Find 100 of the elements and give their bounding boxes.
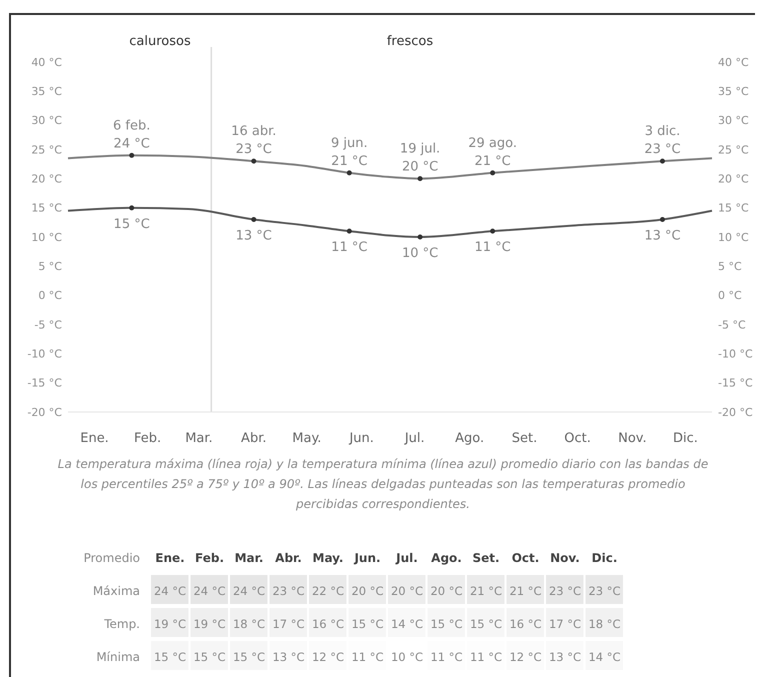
y-tick-label: 5 °C — [38, 260, 62, 274]
x-tick-label: Feb. — [134, 431, 162, 446]
x-tick-label: Nov. — [550, 551, 580, 565]
y2-tick-label: 30 °C — [718, 114, 749, 128]
y2-tick-label: -5 °C — [718, 318, 746, 332]
x-tick-label: Feb. — [195, 551, 224, 565]
data-label: 11 °C — [351, 650, 384, 664]
x-tick-label: Jun. — [353, 551, 381, 565]
x-tick-label: Abr. — [275, 551, 302, 565]
data-label: 22 °C — [312, 584, 344, 598]
data-label: 20 °C — [390, 584, 424, 598]
data-label: 16 °C — [509, 617, 542, 631]
x-tick-label: Ene. — [155, 551, 185, 565]
annotation: 3 dic. 23 °C — [644, 124, 681, 158]
point — [129, 205, 134, 210]
data-label: 15 °C — [232, 650, 266, 664]
data-label: 24 °C — [232, 584, 266, 598]
y-tick-label: Temp. — [103, 617, 140, 631]
annotation: 10 °C — [402, 246, 438, 261]
x-tick-label: Jun. — [348, 431, 374, 446]
data-label: 12 °C — [312, 650, 344, 664]
x-tick-label: Abr. — [241, 431, 266, 446]
x-tick-label: Mar. — [234, 551, 264, 565]
data-label: 24 °C — [193, 584, 226, 598]
x-tick-label: Mar. — [185, 431, 213, 446]
annotation: 13 °C — [236, 228, 272, 244]
data-label: 24 °C — [154, 584, 186, 598]
data-label: 17 °C — [548, 617, 582, 631]
y-tick-label: 30 °C — [31, 114, 62, 128]
y-tick-label: -5 °C — [34, 318, 62, 332]
data-label: 15 °C — [470, 617, 502, 631]
point — [346, 228, 352, 234]
y2-tick-label: 0 °C — [718, 289, 742, 302]
y-tick-label: 15 °C — [31, 202, 62, 215]
x-tick-label: May. — [312, 551, 344, 565]
annotation: 11 °C — [331, 240, 368, 256]
data-label: 17 °C — [272, 617, 305, 631]
text: frescos — [386, 34, 434, 49]
y-tick-label: Máxima — [92, 584, 140, 598]
data-label: 19 °C — [193, 617, 226, 631]
x-tick-label: Jul. — [404, 431, 425, 446]
data-label: 15 °C — [351, 617, 384, 631]
y2-tick-label: 40 °C — [718, 56, 749, 69]
annotation: 29 ago. 21 °C — [468, 136, 517, 169]
data-label: 13 °C — [272, 650, 305, 664]
data-label: 11 °C — [430, 650, 463, 664]
x-tick-label: May. — [292, 431, 322, 446]
y2-tick-label: 35 °C — [718, 85, 749, 98]
chart-title: Promedio — [84, 551, 140, 565]
y-tick-label: 0 °C — [38, 289, 62, 302]
annotation: 6 feb. 24 °C — [113, 118, 150, 152]
data-label: 21 °C — [470, 584, 502, 598]
text: La temperatura máxima (línea roja) y la temperatura mínima (línea azul) promedio diario con las bandas de los percentiles 25º a 75º y 10º a 90º. Las líneas delgadas punteadas son las temperaturas promedio percibidas correspondientes. — [58, 457, 708, 511]
data-label: 14 °C — [390, 617, 424, 631]
y2-tick-label: 20 °C — [718, 172, 749, 186]
y-tick-label: -15 °C — [27, 376, 62, 390]
y-tick-label: 10 °C — [31, 230, 62, 244]
data-label: 13 °C — [548, 650, 582, 664]
data-label: 15 °C — [430, 617, 463, 631]
y2-tick-label: -10 °C — [718, 348, 753, 361]
x-tick-label: Dic. — [592, 551, 618, 565]
y-tick-label: -20 °C — [27, 406, 62, 419]
annotation: 11 °C — [474, 240, 511, 256]
data-label: 23 °C — [272, 584, 305, 598]
y-tick-label: 40 °C — [31, 56, 62, 69]
data-label: 23 °C — [588, 584, 621, 598]
annotation: 15 °C — [114, 216, 150, 232]
y2-tick-label: -15 °C — [718, 376, 753, 390]
data-label: 15 °C — [154, 650, 186, 664]
data-label: 16 °C — [312, 617, 344, 631]
annotation: 9 jun. 21 °C — [330, 136, 368, 169]
y2-tick-label: 25 °C — [718, 143, 749, 156]
data-label: 18 °C — [588, 617, 621, 631]
x-tick-label: Ago. — [431, 551, 462, 565]
y-tick-label: 35 °C — [31, 85, 62, 98]
x-tick-label: Jul. — [395, 551, 418, 565]
data-label: 20 °C — [351, 584, 384, 598]
y2-tick-label: 5 °C — [718, 260, 742, 274]
x-tick-label: Oct. — [512, 551, 540, 565]
y2-tick-label: 15 °C — [718, 202, 749, 215]
point — [251, 217, 256, 222]
point — [490, 228, 496, 234]
data-label: 18 °C — [232, 617, 266, 631]
x-tick-label: Ene. — [80, 431, 109, 446]
x-tick-label: Nov. — [618, 431, 647, 446]
data-label: 14 °C — [588, 650, 621, 664]
y-tick-label: -10 °C — [27, 348, 62, 361]
data-label: 21 °C — [509, 584, 542, 598]
data-label: 10 °C — [390, 650, 424, 664]
y-tick-label: Mínima — [96, 650, 140, 664]
data-label: 11 °C — [470, 650, 502, 664]
y2-tick-label: -20 °C — [718, 406, 753, 419]
annotation: 13 °C — [644, 228, 681, 244]
data-label: 20 °C — [430, 584, 463, 598]
point — [660, 217, 665, 222]
x-tick-label: Oct. — [564, 431, 591, 446]
y2-tick-label: 10 °C — [718, 230, 749, 244]
text: calurosos — [129, 34, 191, 49]
y-tick-label: 25 °C — [31, 143, 62, 156]
y-tick-label: 20 °C — [31, 172, 62, 186]
